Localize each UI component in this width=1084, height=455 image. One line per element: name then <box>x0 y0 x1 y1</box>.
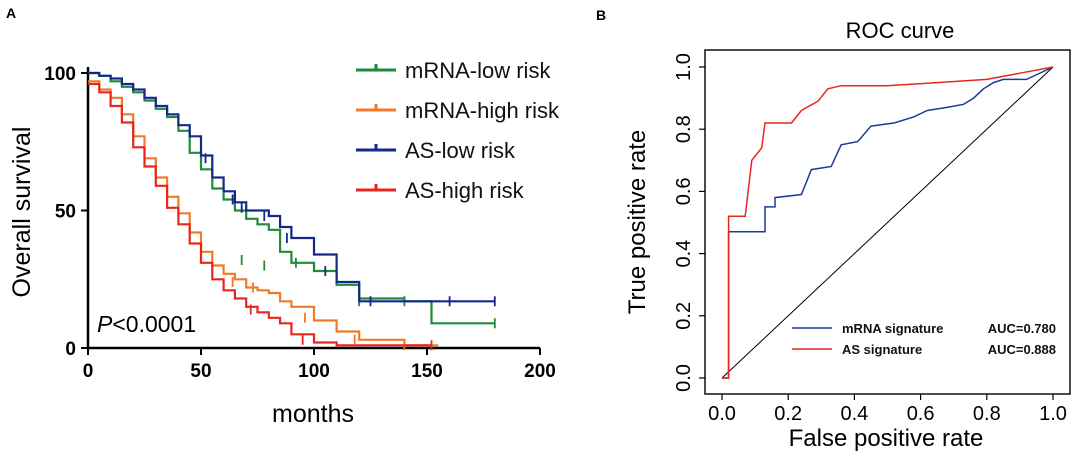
roc-x-axis-label: False positive rate <box>789 425 984 452</box>
roc-legend-label: mRNA signature <box>842 321 943 336</box>
km-legend-label: mRNA-low risk <box>405 58 551 83</box>
roc-x-tick-label: 1.0 <box>1039 403 1067 425</box>
km-y-tick-label: 100 <box>44 64 76 85</box>
km-y-tick-label: 50 <box>55 202 76 223</box>
roc-y-tick-label: 0.0 <box>673 364 695 392</box>
panel-a-label: A <box>6 5 16 21</box>
km-y-axis-label: Overall survival <box>8 127 36 298</box>
km-curve-as-high-risk <box>88 82 432 347</box>
roc-legend-auc: AUC=0.780 <box>988 321 1056 336</box>
km-legend-label: AS-low risk <box>405 138 516 163</box>
roc-curve-as-signature <box>722 66 1054 379</box>
km-p-text: <0.0001 <box>112 311 196 337</box>
km-chart: Overall survival months P<0.0001 0 50 100 0… <box>8 58 560 428</box>
roc-legend-label: AS signature <box>842 342 922 357</box>
km-curve-mrna-low-risk <box>88 71 495 325</box>
roc-x-tick-label: 0.0 <box>708 403 736 425</box>
km-x-tick-label: 100 <box>298 361 330 382</box>
roc-y-tick-label: 0.2 <box>673 302 695 330</box>
km-x-tick-label: 0 <box>83 361 94 382</box>
km-legend-label: AS-high risk <box>405 178 525 203</box>
roc-x-tick-label: 0.2 <box>774 403 802 425</box>
roc-x-tick-label: 0.8 <box>973 403 1001 425</box>
roc-x-tick-label: 0.4 <box>840 403 868 425</box>
roc-y-axis-label: True positive rate <box>624 130 651 315</box>
km-x-tick-label: 200 <box>524 361 556 382</box>
roc-y-tick-label: 0.6 <box>673 177 695 205</box>
km-y-tick-label: 0 <box>65 339 76 360</box>
roc-y-tick-label: 0.8 <box>673 115 695 143</box>
roc-chart: ROC curve True positive rate False posit… <box>624 18 1071 452</box>
km-x-axis-label: months <box>272 400 354 428</box>
roc-legend-auc: AUC=0.888 <box>988 342 1056 357</box>
roc-y-tick-label: 1.0 <box>673 53 695 81</box>
roc-plot-frame <box>704 49 1071 395</box>
roc-diagonal-line <box>721 66 1054 379</box>
km-x-tick-label: 150 <box>411 361 443 382</box>
km-p-value: P<0.0001 <box>97 311 196 337</box>
km-curve-mrna-high-risk <box>88 80 439 347</box>
panel-b-label: B <box>596 7 606 23</box>
km-curve-as-low-risk <box>88 71 495 303</box>
roc-y-tick-label: 0.4 <box>673 240 695 268</box>
km-p-symbol: P <box>97 311 113 337</box>
km-legend-label: mRNA-high risk <box>405 98 560 123</box>
km-x-tick-label: 50 <box>190 361 211 382</box>
roc-title: ROC curve <box>846 18 955 43</box>
roc-x-tick-label: 0.6 <box>907 403 935 425</box>
roc-curve-mrna-signature <box>722 66 1054 379</box>
